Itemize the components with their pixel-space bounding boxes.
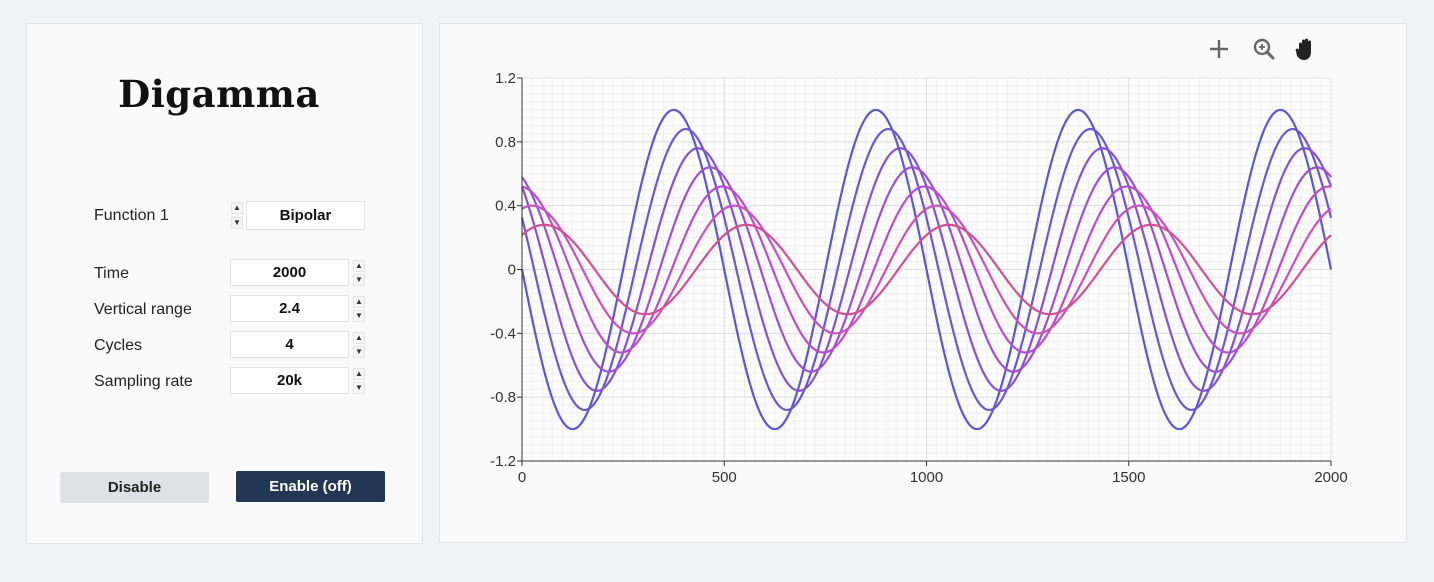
vertical-range-label: Vertical range (94, 301, 192, 318)
y-tick-label: -1.2 (490, 453, 516, 470)
cycles-input[interactable]: 4 (230, 331, 349, 358)
x-tick-label: 1000 (910, 469, 943, 486)
plus-icon[interactable] (1206, 36, 1232, 62)
series-line-5 (521, 185, 1332, 354)
series-layer (520, 108, 1333, 431)
x-tick-label: 0 (518, 469, 526, 486)
cycles-up-arrow-icon[interactable]: ▲ (353, 332, 365, 344)
function-select[interactable]: Bipolar (246, 201, 365, 230)
y-tick-label: 0 (508, 262, 516, 279)
vertical-range-up-arrow-icon[interactable]: ▲ (353, 296, 365, 308)
series-line-7 (521, 223, 1332, 316)
y-tick-label: -0.4 (490, 325, 516, 342)
control-panel: Digamma Function 1 ▲ ▼ Bipolar Time 2000… (26, 23, 423, 544)
x-tick-label: 500 (712, 469, 737, 486)
sampling-rate-up-arrow-icon[interactable]: ▲ (353, 368, 365, 380)
app-title: Digamma (118, 72, 320, 116)
time-down-arrow-icon[interactable]: ▼ (353, 274, 365, 286)
function-label: Function 1 (94, 207, 169, 224)
x-tick-label: 2000 (1314, 469, 1347, 486)
axes: 0 500 1000 1500 2000 1.2 0.8 0.4 0 -0.4 -0.8 -1.2 (490, 70, 1348, 486)
y-tick-label: 0.8 (495, 134, 516, 151)
series-line-2 (520, 127, 1333, 412)
disable-button[interactable]: Disable (60, 472, 209, 503)
y-tick-label: 1.2 (495, 70, 516, 87)
waveform-chart[interactable]: 0 500 1000 1500 2000 1.2 0.8 0.4 0 -0.4 -0.8 -1.2 (440, 24, 1406, 542)
plot-panel: 0 500 1000 1500 2000 1.2 0.8 0.4 0 -0.4 -0.8 -1.2 (439, 23, 1407, 543)
vertical-range-input[interactable]: 2.4 (230, 295, 349, 322)
y-tick-label: -0.8 (490, 389, 516, 406)
cycles-down-arrow-icon[interactable]: ▼ (353, 346, 365, 358)
series-line-4 (521, 166, 1332, 373)
function-down-arrow-icon[interactable]: ▼ (231, 217, 243, 229)
time-input[interactable]: 2000 (230, 259, 349, 286)
sampling-rate-down-arrow-icon[interactable]: ▼ (353, 382, 365, 394)
time-label: Time (94, 265, 129, 282)
x-tick-label: 1500 (1112, 469, 1145, 486)
zoom-icon[interactable] (1251, 36, 1277, 62)
sampling-rate-input[interactable]: 20k (230, 367, 349, 394)
pan-hand-icon[interactable] (1293, 36, 1319, 62)
y-tick-label: 0.4 (495, 198, 516, 215)
time-up-arrow-icon[interactable]: ▲ (353, 260, 365, 272)
sampling-rate-label: Sampling rate (94, 373, 193, 390)
function-up-arrow-icon[interactable]: ▲ (231, 202, 243, 214)
series-line-6 (521, 204, 1332, 335)
enable-button[interactable]: Enable (off) (236, 471, 385, 502)
vertical-range-down-arrow-icon[interactable]: ▼ (353, 310, 365, 322)
cycles-label: Cycles (94, 337, 143, 354)
